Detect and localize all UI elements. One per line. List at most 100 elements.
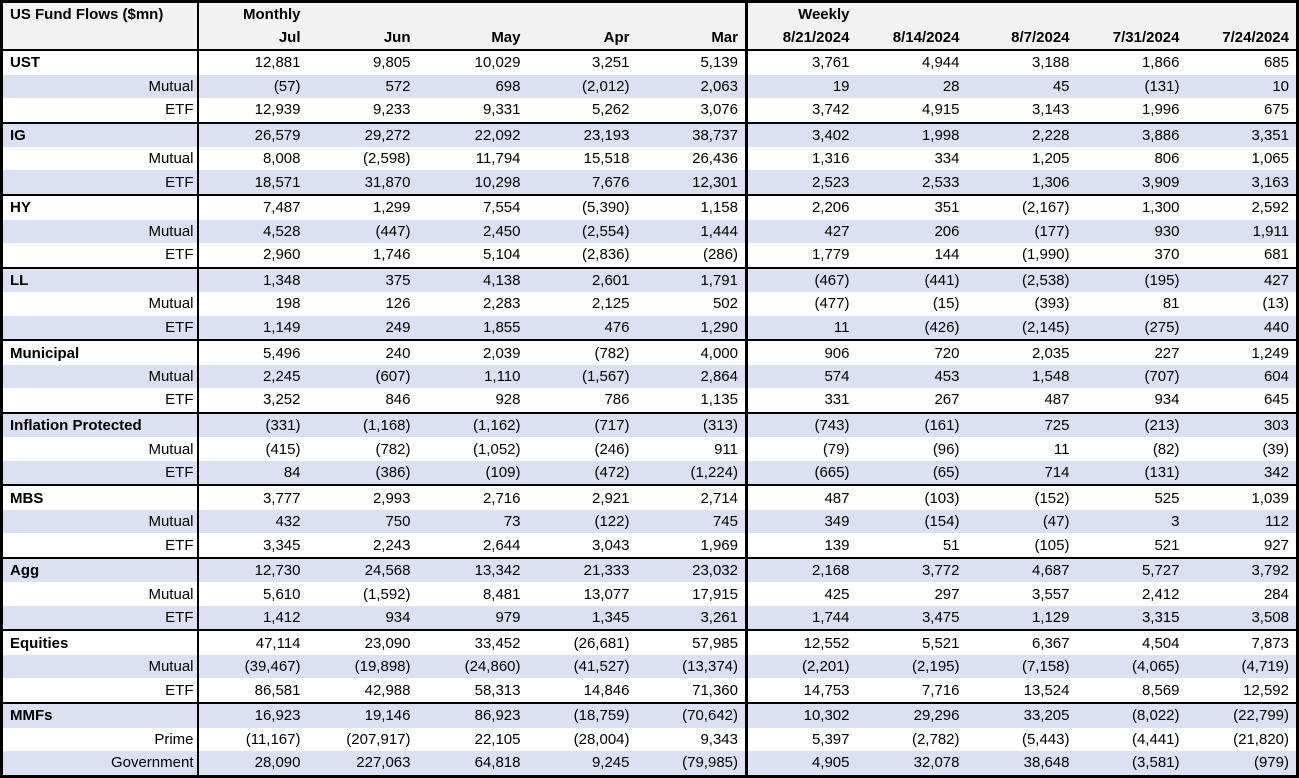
- value-cell: 9,233: [372, 101, 411, 119]
- value-cell: 12,730: [197, 556, 308, 583]
- value-cell: 11: [745, 315, 857, 341]
- value-cell: (246): [594, 440, 630, 458]
- value-cell: 267: [934, 391, 960, 409]
- value-cell: 45: [966, 74, 1077, 98]
- value-cell: 7,487: [197, 194, 308, 220]
- value-cell: 750: [307, 509, 418, 534]
- value-cell: (1,990): [1021, 246, 1070, 264]
- value-cell: (4,065): [1076, 655, 1187, 679]
- value-cell: 806: [1154, 150, 1180, 168]
- value-cell: 112: [1186, 509, 1298, 534]
- value-cell: 284: [1263, 585, 1289, 603]
- weekly-section-label: Weekly: [745, 1, 857, 26]
- value-cell: (393): [1034, 295, 1070, 313]
- value-cell: (11,167): [245, 730, 301, 748]
- value-cell: (2,538): [966, 266, 1077, 293]
- value-cell: 1,129: [966, 605, 1077, 631]
- value-cell: 3,163: [1186, 170, 1298, 196]
- value-cell: 71,360: [692, 681, 738, 699]
- sub-row-etf: ETF 2,960 1,746 5,104 (2,836) (286) 1,779 144 (1…: [1, 243, 1298, 268]
- value-cell: 1,306: [966, 170, 1077, 196]
- value-cell: 31,870: [307, 170, 418, 196]
- group-label: HY: [1, 194, 199, 220]
- group-label: MMFs: [1, 701, 199, 728]
- value-cell: 9,331: [482, 101, 521, 119]
- value-cell: 4,687: [966, 556, 1077, 583]
- sub-label: ETF: [1, 97, 199, 123]
- value-cell: (103): [856, 484, 967, 510]
- value-cell: 28: [856, 74, 967, 98]
- group-row-agg: Agg 12,730 24,568 13,342 21,333 23,032 2,168 3,…: [1, 556, 1298, 583]
- value-cell: (24,860): [417, 655, 528, 679]
- value-cell: 2,035: [966, 339, 1077, 365]
- value-cell: 47,114: [197, 629, 308, 656]
- value-cell: (5,390): [527, 194, 637, 220]
- column-header-jun: Jun: [307, 26, 418, 51]
- group-row-ll: LL 1,348 375 4,138 2,601 1,791 (467) (441) (2,53…: [1, 266, 1298, 293]
- value-cell: 22,105: [474, 730, 521, 748]
- value-cell: 22,092: [417, 121, 528, 148]
- group-row-mmfs: MMFs 16,923 19,146 86,923 (18,759) (70,642) 10…: [1, 701, 1298, 728]
- value-cell: 15,518: [583, 150, 630, 168]
- group-row-ust: UST 12,881 9,805 10,029 3,251 5,139 3,761 4,944…: [1, 49, 1298, 75]
- column-header-8-7-2024: 8/7/2024: [966, 26, 1077, 51]
- value-cell: 2,993: [307, 484, 418, 510]
- value-cell: 12,301: [636, 170, 747, 196]
- value-cell: (1,592): [362, 585, 411, 603]
- column-header-8-21-2024: 8/21/2024: [745, 26, 857, 51]
- value-cell: 1,110: [417, 364, 528, 389]
- value-cell: 240: [307, 339, 418, 365]
- value-cell: 1,149: [197, 315, 308, 341]
- sub-row-etf: ETF 1,149 249 1,855 476 1,290 11 (426) (2,145) (2…: [1, 315, 1298, 341]
- value-cell: (13): [1262, 295, 1289, 313]
- sub-row-etf: ETF 3,345 2,243 2,644 3,043 1,969 139 51 (105) 52…: [1, 533, 1298, 558]
- value-cell: (4,719): [1186, 655, 1298, 679]
- value-cell: (447): [307, 219, 418, 243]
- value-cell: 139: [745, 533, 857, 558]
- value-cell: 4,905: [745, 750, 857, 777]
- value-cell: 2,168: [745, 556, 857, 583]
- value-cell: 681: [1263, 246, 1289, 264]
- value-cell: 3,886: [1076, 121, 1187, 148]
- value-cell: 3,076: [700, 101, 738, 119]
- sub-label: Mutual: [1, 582, 199, 606]
- value-cell: 846: [385, 391, 411, 409]
- value-cell: 5,521: [856, 629, 967, 656]
- value-cell: 2,245: [197, 364, 308, 389]
- value-cell: 3,351: [1186, 121, 1298, 148]
- value-cell: (477): [745, 292, 857, 316]
- sub-label: Mutual: [1, 437, 199, 461]
- value-cell: 698: [417, 74, 528, 98]
- value-cell: 1,290: [636, 315, 747, 341]
- sub-row-mutual: Mutual 432 750 73 (122) 745 349 (154) (47) 3 112: [1, 509, 1298, 534]
- value-cell: 58,313: [474, 681, 521, 699]
- sub-row-etf: ETF 3,252 846 928 786 1,135 331 267 487 934 645: [1, 388, 1298, 413]
- header-spacer: [636, 1, 747, 26]
- value-cell: (313): [636, 411, 747, 438]
- group-label: IG: [1, 121, 199, 148]
- value-cell: 297: [934, 585, 960, 603]
- group-row-ig: IG 26,579 29,272 22,092 23,193 38,737 3,402 1,9…: [1, 121, 1298, 148]
- value-cell: 11,794: [475, 150, 521, 168]
- value-cell: 2,864: [636, 364, 747, 389]
- value-cell: (2,598): [362, 150, 411, 168]
- value-cell: 2,450: [417, 219, 528, 243]
- value-cell: 9,245: [527, 750, 637, 777]
- sub-label: ETF: [1, 388, 199, 413]
- value-cell: (7,158): [966, 655, 1077, 679]
- sub-label: ETF: [1, 243, 199, 268]
- value-cell: 934: [307, 605, 418, 631]
- sub-label: Mutual: [1, 292, 199, 316]
- value-cell: (2,195): [856, 655, 967, 679]
- value-cell: 17,915: [692, 585, 738, 603]
- value-cell: 3,345: [262, 536, 301, 554]
- value-cell: 4,528: [197, 219, 308, 243]
- value-cell: 3,252: [262, 391, 301, 409]
- value-cell: (782): [375, 440, 411, 458]
- value-cell: 2,533: [856, 170, 967, 196]
- value-cell: 351: [856, 194, 967, 220]
- value-cell: 3,508: [1186, 605, 1298, 631]
- value-cell: 5,104: [482, 246, 521, 264]
- value-cell: 427: [745, 219, 857, 243]
- value-cell: 23,032: [636, 556, 747, 583]
